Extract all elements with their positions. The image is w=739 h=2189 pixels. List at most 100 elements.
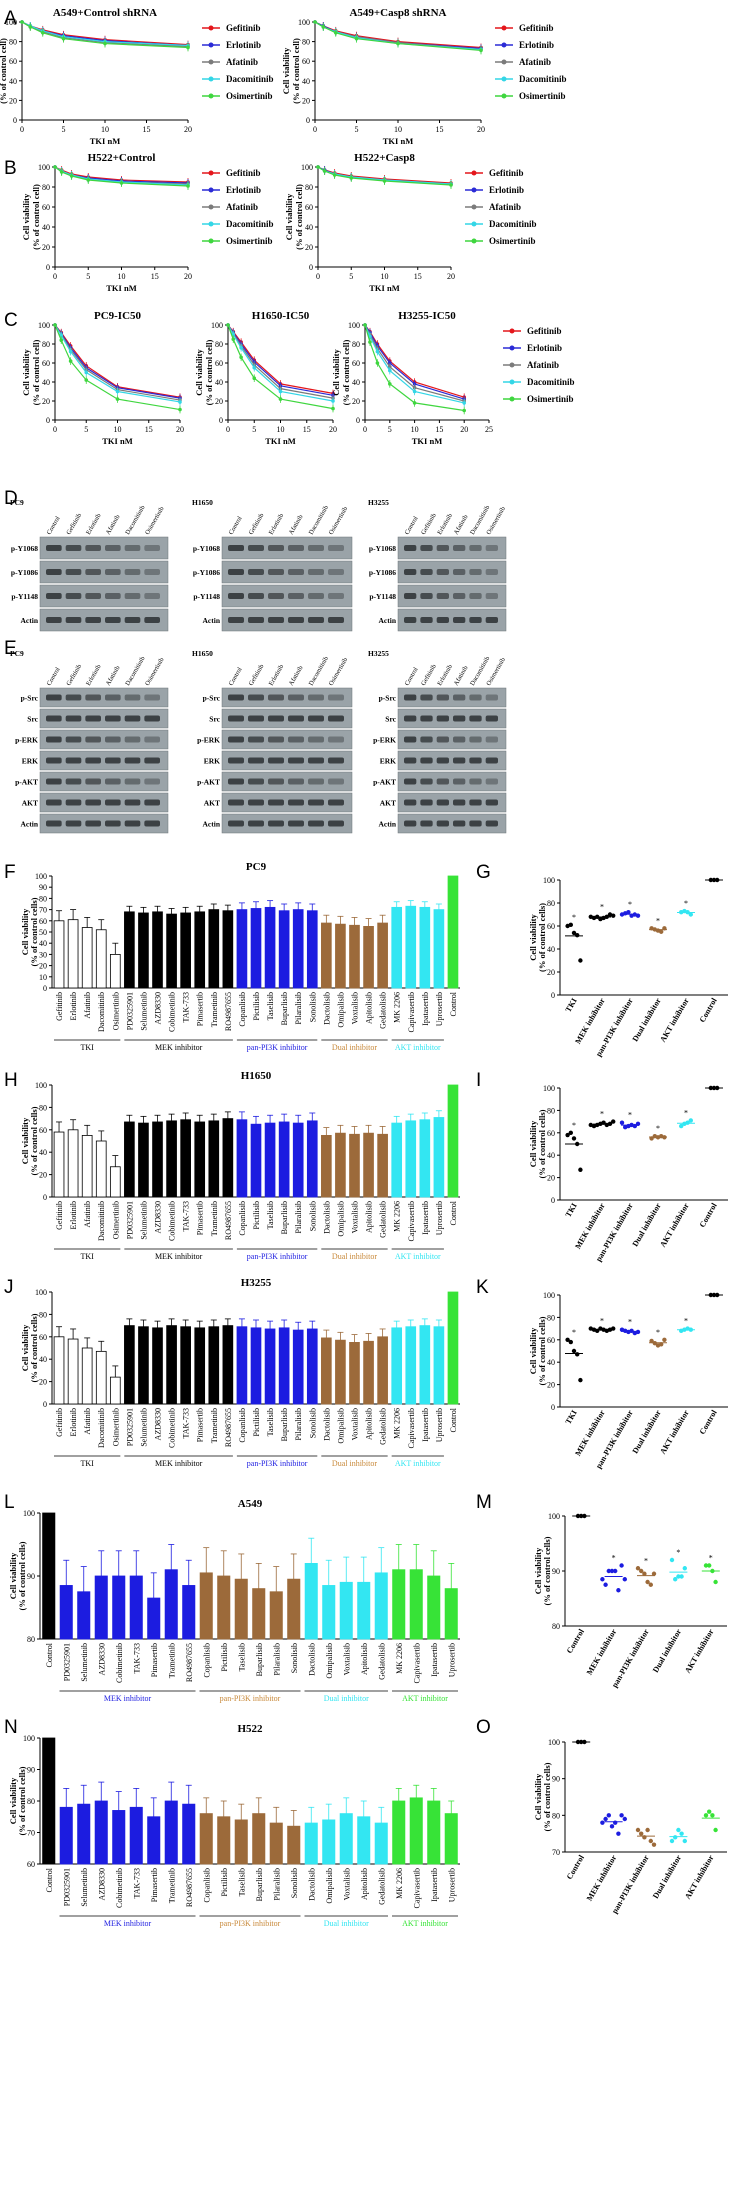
data-point [639,1831,644,1836]
data-point [368,340,372,344]
blot-strip [39,608,169,632]
x-tick-label: Ipatasertib [421,1408,430,1442]
y-axis-label-line: Cell viability [528,1120,538,1167]
y-tick-label: 20 [9,96,17,105]
bar [377,1133,388,1198]
bar [419,906,431,989]
blot-band [404,820,417,827]
x-tick-label: Omipalisib [336,1408,345,1444]
y-axis-label: Cell viability(% of control cells) [20,1313,39,1382]
bar [166,1325,177,1405]
x-tick-label: Erlotinib [69,1201,78,1229]
lane-label: Control [404,666,420,687]
lane-label: Gefitinib [65,512,83,536]
x-tick-label: Cobimetinib [115,1643,124,1683]
bar [433,909,445,989]
blot-row-label: Src [385,715,396,724]
x-tick-label: Selumetinib [80,1643,89,1682]
blot-strip [39,536,169,560]
data-point [59,333,64,338]
y-tick-label: 20 [215,397,223,406]
chart-title: H3255-IC50 [398,310,456,322]
x-tick-label: 5 [252,425,256,434]
y-tick-label: 100 [301,163,313,172]
y-tick-label: 60 [547,922,555,931]
y-axis-label-line: (% of control cells) [537,1316,547,1385]
blot-band [288,778,304,785]
x-tick-label: Dual inhibitor [651,1853,683,1900]
y-tick-label: 0 [43,1193,47,1202]
blot-band [288,820,304,827]
x-tick-label: Ipatasertib [430,1643,439,1677]
blot-band [85,569,101,575]
lane-label: Control [404,515,420,536]
group-label: TKI [81,1043,95,1052]
x-tick-label: 20 [176,425,184,434]
x-tick-label: Control [698,1408,719,1436]
x-tick-label: Apitolisib [365,1408,374,1440]
bar [109,1376,121,1405]
legend-label: Erlotinib [527,343,562,353]
blot-band [124,694,141,701]
bar [67,1129,79,1198]
bar [264,906,276,989]
data-point [59,338,64,343]
x-tick-label: Voxtalisib [342,1868,351,1900]
blot-row-label: p-Y1068 [193,544,220,553]
data-point [68,349,73,354]
blot-strip [39,708,169,729]
blot-strip [397,584,507,608]
data-point [103,41,107,46]
blot-band [453,778,466,785]
y-axis-label: Cell viability(% of control cell) [331,339,351,405]
x-tick-label: MK 2206 [393,1408,402,1439]
blot-row-label: p-AKT [373,778,396,787]
blot-cell-line: H1650 [192,649,213,658]
bar [166,1120,177,1198]
chart-title: A549+Control shRNA [53,7,157,19]
series-line [54,324,181,411]
legend-marker [471,170,477,176]
blot-band [485,778,498,785]
legend-label: Osimertinib [226,236,273,246]
y-tick-label: 60 [27,1860,35,1869]
x-tick-label: 15 [151,272,159,281]
legend-marker [208,76,214,82]
legend-marker [509,362,515,368]
x-tick-label: AKT inhibitor [683,1627,716,1675]
data-point [349,176,354,180]
blot-band [328,757,344,764]
lane-label: Gefitinib [420,512,438,536]
legend-label: Afatinib [226,57,258,67]
panel-letter-e: E [4,638,17,659]
y-tick-label: 80 [305,183,313,192]
significance-star: * [709,1554,713,1563]
blot-band [65,617,82,623]
bar [447,875,459,989]
blot-band [46,694,62,701]
blot-strip [221,536,353,560]
bar [250,1123,262,1198]
chart-title: H522 [237,1723,263,1735]
y-axis-label: Cell viability(% of control cell) [281,38,301,104]
blot-row-label: Actin [21,820,39,829]
x-tick-label: Dactolisib [307,1643,316,1676]
data-point [651,1571,657,1576]
data-point [331,399,335,403]
data-point [363,323,367,327]
blot-band [248,820,264,827]
data-point [676,1827,681,1833]
blot-band [288,757,304,764]
x-tick-label: Apitolisib [365,992,374,1024]
data-point [28,25,33,29]
y-tick-label: 40 [352,378,360,387]
blot-band [248,778,264,785]
bar [42,1737,56,1865]
x-tick-label: Cobimetinib [168,992,177,1032]
blot-row-label: p-ERK [373,736,396,745]
blot-row-label: p-Y1068 [11,544,38,553]
blot-band [469,593,482,599]
blot-band [268,545,284,551]
y-tick-label: 60 [302,57,310,66]
